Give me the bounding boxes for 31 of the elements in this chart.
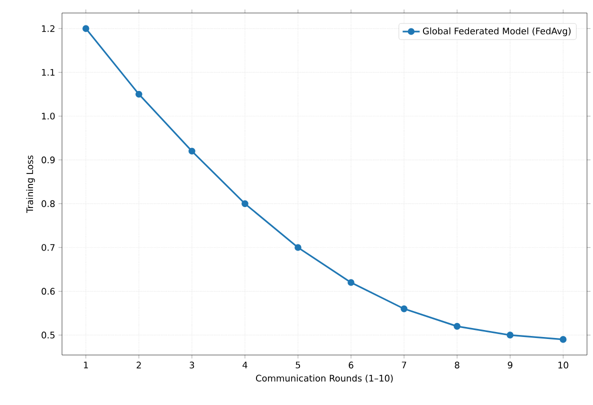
x-tick-label: 7	[402, 362, 406, 368]
x-tick-label: 4	[242, 362, 248, 368]
x-tick-label: 2	[136, 362, 141, 368]
point	[135, 90, 142, 98]
y-axis-title: Training Loss	[26, 155, 35, 213]
x-tick-label: 5	[296, 362, 300, 368]
y-tick-label: 0.5	[42, 332, 55, 338]
point	[454, 322, 460, 330]
point	[348, 279, 354, 286]
point	[400, 305, 408, 312]
y-tick-label: 0.8	[42, 200, 55, 208]
y-tick-label: 0.6	[42, 288, 55, 295]
y-tick-label: 1.1	[42, 69, 54, 76]
legend-label: Global Federated Model (FedAvg)	[422, 27, 571, 36]
point	[560, 336, 567, 343]
x-tick-label: 10	[558, 362, 568, 368]
x-tick-label: 8	[454, 362, 460, 368]
x-axis-title: Communication Rounds (1–10)	[256, 374, 393, 383]
point	[188, 148, 196, 155]
x-tick-label: 6	[348, 362, 354, 368]
point	[294, 244, 302, 251]
point	[242, 200, 248, 208]
x-tick-label: 9	[508, 362, 512, 368]
y-tick-label: 0.9	[42, 156, 55, 164]
x-tick-label: 1	[84, 362, 88, 368]
y-tick-label: 1.0	[42, 112, 55, 120]
y-tick-label: 1.2	[42, 25, 54, 32]
x-tick-label: 3	[190, 362, 194, 368]
y-tick-label: 0.7	[42, 244, 55, 251]
point	[506, 332, 514, 338]
point	[82, 25, 90, 32]
